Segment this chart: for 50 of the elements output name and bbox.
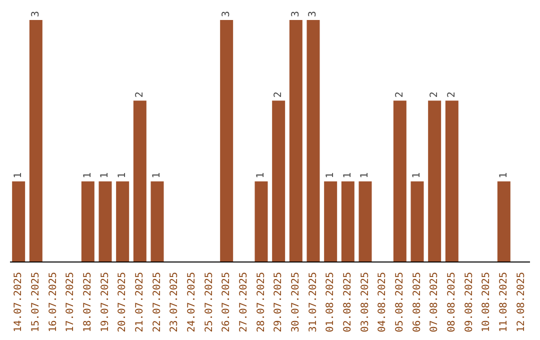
data-label: 1	[100, 172, 111, 178]
x-tick-label: 09.08.2025	[464, 272, 475, 332]
data-label: 1	[117, 172, 128, 178]
data-label: 1	[256, 172, 267, 178]
data-label: 1	[360, 172, 371, 178]
x-tick-label: 14.07.2025	[13, 272, 24, 332]
data-label: 1	[152, 172, 163, 178]
x-tick-label: 06.08.2025	[412, 272, 423, 332]
x-tick-label: 05.08.2025	[394, 272, 406, 332]
x-tick-label: 12.08.2025	[516, 272, 527, 332]
data-label: 1	[498, 172, 510, 178]
x-tick-label: 08.08.2025	[446, 272, 458, 332]
data-label: 3	[30, 10, 42, 17]
data-label: 1	[412, 172, 423, 178]
x-tick-label: 02.08.2025	[342, 272, 354, 332]
x-tick-label: 27.07.2025	[238, 272, 250, 332]
x-tick-label: 26.07.2025	[221, 272, 232, 332]
x-tick-label: 18.07.2025	[82, 272, 94, 332]
x-tick-label: 21.07.2025	[134, 272, 146, 332]
x-tick-label: 29.07.2025	[273, 272, 284, 332]
x-tick-label: 15.07.2025	[30, 272, 42, 332]
x-tick-label: 28.07.2025	[256, 272, 267, 332]
data-label: 2	[446, 92, 458, 98]
data-label: 1	[82, 172, 94, 178]
x-tick-label: 03.08.2025	[360, 272, 371, 332]
data-label: 3	[221, 10, 232, 17]
data-label: 2	[429, 92, 440, 98]
x-tick-label: 10.08.2025	[481, 272, 492, 332]
x-tick-label: 30.07.2025	[290, 272, 302, 332]
x-tick-label: 31.07.2025	[308, 272, 319, 332]
x-tick-label: 19.07.2025	[100, 272, 111, 332]
x-tick-label: 11.08.2025	[498, 272, 510, 332]
x-tick-label: 20.07.2025	[117, 272, 128, 332]
x-tick-label: 25.07.2025	[204, 272, 215, 332]
data-label: 1	[342, 172, 354, 178]
x-tick-label: 01.08.2025	[325, 272, 336, 332]
data-label: 2	[394, 92, 406, 98]
data-label: 2	[134, 92, 146, 98]
x-tick-label: 07.08.2025	[429, 272, 440, 332]
x-tick-label: 17.07.2025	[65, 272, 76, 332]
x-tick-label: 22.07.2025	[152, 272, 163, 332]
data-label: 3	[290, 10, 302, 17]
data-label: 2	[273, 92, 284, 98]
x-tick-label: 04.08.2025	[377, 272, 388, 332]
data-label: 3	[308, 10, 319, 17]
data-label: 1	[13, 172, 24, 178]
x-tick-label: 24.07.2025	[186, 272, 198, 332]
x-tick-label: 16.07.2025	[48, 272, 59, 332]
x-tick-label: 23.07.2025	[169, 272, 180, 332]
data-label: 1	[325, 172, 336, 178]
